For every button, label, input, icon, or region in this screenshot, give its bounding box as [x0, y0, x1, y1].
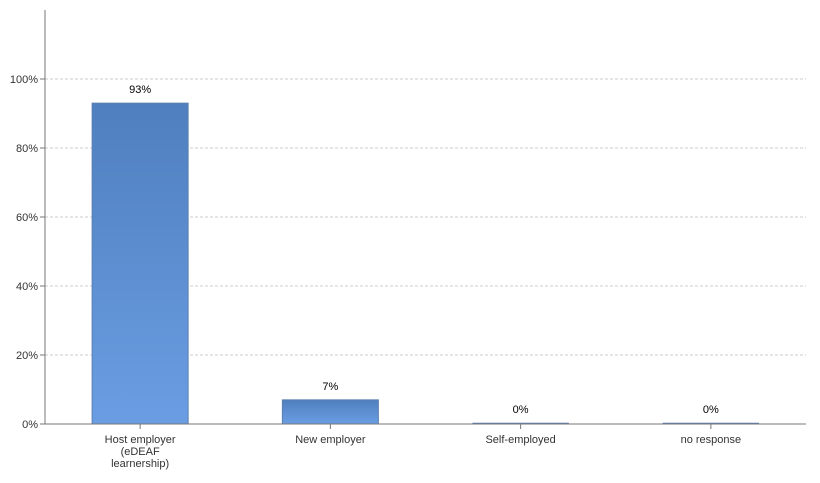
x-tick-label: learnership): [111, 458, 169, 470]
value-label: 0%: [513, 404, 529, 416]
bars: [91, 102, 760, 425]
x-tick-label: (eDEAF: [121, 446, 160, 458]
axes: 0% 20% 40% 60% 80% 100% Host employer(eDEAFlea…: [10, 10, 806, 470]
x-tick-label: New employer: [295, 434, 366, 446]
x-tick-label: no response: [681, 434, 742, 446]
y-tick-label: 20%: [16, 350, 38, 362]
y-tick-label: 60%: [16, 212, 38, 224]
y-tick-label: 80%: [16, 143, 38, 155]
bar: [281, 399, 379, 425]
bar: [91, 102, 189, 425]
y-tick-label: 100%: [10, 74, 38, 86]
y-tick-label: 0%: [22, 419, 38, 431]
x-tick-label: Self-employed: [485, 434, 555, 446]
value-label: 7%: [322, 381, 338, 393]
value-label: 93%: [129, 84, 151, 96]
y-tick-label: 40%: [16, 281, 38, 293]
data-labels: 93% 7% 0% 0%: [129, 84, 719, 416]
x-tick-label: Host employer: [105, 434, 176, 446]
value-label: 0%: [703, 404, 719, 416]
